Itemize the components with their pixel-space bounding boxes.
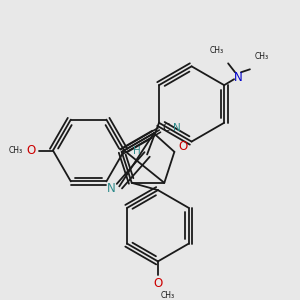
Text: N: N [234,71,242,84]
Text: N: N [107,182,116,195]
Text: CH₃: CH₃ [209,46,223,55]
Text: H: H [133,146,141,155]
Text: CH₃: CH₃ [255,52,269,61]
Text: N: N [173,123,181,133]
Text: O: O [179,140,188,153]
Text: O: O [153,277,163,290]
Text: CH₃: CH₃ [8,146,22,155]
Text: C: C [163,123,170,133]
Text: CH₃: CH₃ [161,291,175,300]
Text: O: O [27,144,36,157]
